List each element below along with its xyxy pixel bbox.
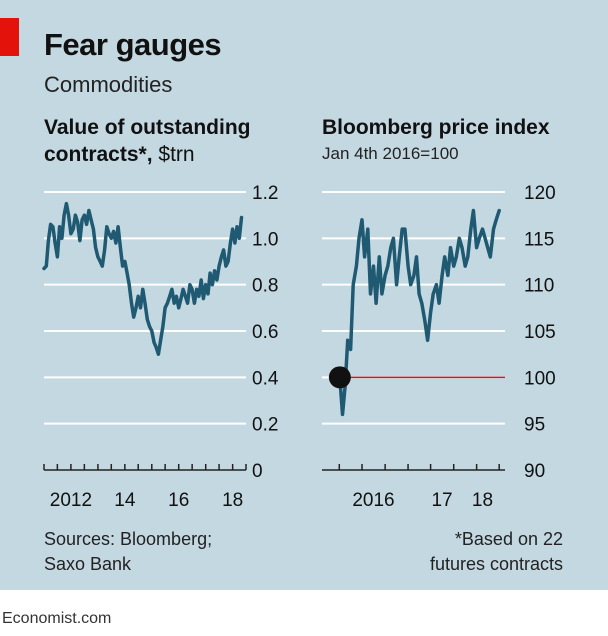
chart-panel (0, 0, 608, 590)
source-line-1: Sources: Bloomberg; (44, 529, 213, 549)
source-line-2: Saxo Bank (44, 554, 132, 574)
right-x-tick-label: 17 (431, 490, 452, 511)
right-x-tick-label: 2016 (352, 490, 394, 511)
left-y-tick-label: 0.4 (252, 368, 279, 389)
right-series-line (338, 208, 501, 417)
baseline-marker (328, 366, 351, 389)
red-tag-accent (0, 18, 19, 56)
left-y-tick-label: 0.2 (252, 415, 278, 436)
left-y-tick-label: 0 (252, 461, 263, 482)
footnote-line-1: *Based on 22 (454, 529, 563, 549)
right-y-tick-label: 115 (524, 229, 554, 250)
left-x-tick-label: 14 (114, 490, 136, 511)
left-series-line (42, 201, 244, 356)
right-y-tick-label: 110 (524, 276, 554, 297)
left-panel-title-text: Value of outstanding contracts*, (44, 116, 251, 166)
footnote: *Based on 22 futures contracts (323, 527, 563, 577)
right-y-tick-label: 90 (524, 461, 545, 482)
left-x-tick-label: 18 (222, 490, 243, 511)
right-panel-title: Bloomberg price index (322, 116, 550, 139)
left-panel-unit: $trn (158, 143, 195, 166)
left-panel-title: Value of outstanding contracts*, $trn (44, 114, 324, 168)
right-y-tick-label: 95 (524, 415, 545, 436)
right-y-tick-label: 100 (524, 368, 556, 389)
right-y-tick-label: 105 (524, 322, 556, 343)
left-x-tick-label: 16 (168, 490, 189, 511)
chart-subtitle: Commodities (44, 72, 173, 97)
left-y-tick-label: 0.6 (252, 322, 278, 343)
left-y-tick-label: 0.8 (252, 276, 278, 297)
left-y-tick-label: 1.0 (252, 229, 278, 250)
left-x-tick-label: 2012 (50, 490, 92, 511)
source-note: Sources: Bloomberg; Saxo Bank (44, 527, 274, 577)
right-panel-subtitle: Jan 4th 2016=100 (322, 144, 459, 163)
chart-title: Fear gauges (44, 27, 222, 62)
left-y-tick-label: 1.2 (252, 183, 278, 204)
right-y-tick-label: 120 (524, 183, 556, 204)
footnote-line-2: futures contracts (429, 554, 563, 574)
brand-label: Economist.com (2, 610, 112, 627)
right-x-tick-label: 18 (472, 490, 493, 511)
